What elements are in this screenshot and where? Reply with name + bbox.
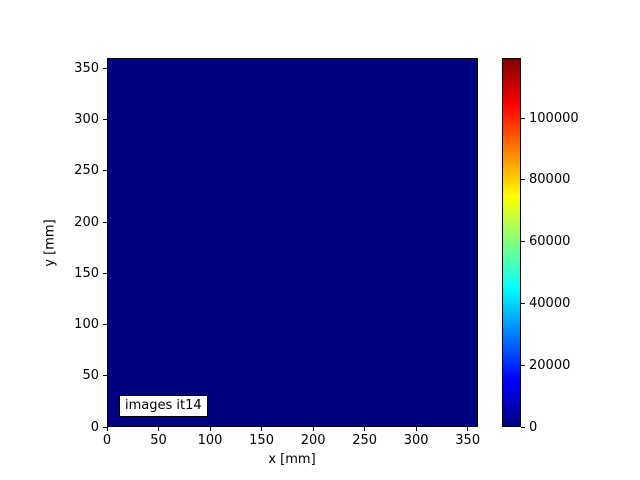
y-tick-label: 100 — [74, 317, 99, 332]
x-tick-mark — [467, 427, 469, 431]
y-tick-label: 0 — [90, 419, 99, 435]
x-tick-mark — [158, 427, 160, 431]
y-tick-mark — [103, 324, 107, 325]
x-tick-mark — [209, 427, 211, 431]
colorbar-tick-label: 80000 — [529, 172, 571, 188]
colorbar-tick-mark — [521, 302, 525, 304]
colorbar-tick-label: 100000 — [529, 110, 579, 126]
x-tick-label: 300 — [403, 433, 429, 448]
colorbar-tick-label: 40000 — [529, 295, 571, 311]
colorbar-tick-label: 20000 — [529, 357, 571, 373]
x-tick-label: 250 — [352, 433, 378, 448]
x-tick-mark — [312, 427, 314, 431]
x-tick-label: 50 — [150, 433, 167, 448]
x-tick-label: 100 — [197, 433, 223, 448]
x-tick-label: 0 — [102, 433, 112, 448]
y-axis-label: y [mm] — [42, 219, 58, 267]
y-tick-mark — [103, 119, 107, 120]
y-tick-label: 350 — [74, 60, 99, 76]
annotation-text: images it14 — [125, 398, 202, 413]
y-tick-mark — [103, 426, 107, 428]
y-tick-label: 300 — [74, 112, 99, 127]
colorbar-tick-mark — [521, 179, 525, 181]
plot-area: images it14 — [107, 58, 478, 427]
y-tick-label: 200 — [74, 214, 99, 230]
x-tick-mark — [106, 427, 108, 431]
x-tick-mark — [261, 427, 263, 431]
colorbar-tick-mark — [521, 426, 525, 428]
annotation-box: images it14 — [119, 395, 208, 417]
x-tick-label: 350 — [455, 433, 481, 448]
x-tick-mark — [364, 427, 366, 431]
x-tick-mark — [415, 427, 417, 431]
x-tick-label: 200 — [300, 433, 326, 448]
y-tick-label: 50 — [82, 368, 99, 384]
y-tick-label: 150 — [74, 265, 99, 281]
x-axis-label: x [mm] — [268, 452, 316, 467]
y-tick-label: 250 — [74, 163, 99, 179]
colorbar-tick-mark — [521, 241, 525, 243]
colorbar-tick-label: 60000 — [529, 234, 571, 250]
colorbar-tick-label: 0 — [529, 419, 538, 435]
y-tick-mark — [103, 272, 107, 274]
y-tick-mark — [103, 170, 107, 172]
colorbar — [502, 58, 521, 427]
y-tick-mark — [103, 67, 107, 69]
y-tick-mark — [103, 375, 107, 377]
colorbar-tick-mark — [521, 364, 525, 366]
colorbar-tick-mark — [521, 117, 525, 119]
y-tick-mark — [103, 221, 107, 223]
x-tick-label: 150 — [249, 433, 274, 448]
